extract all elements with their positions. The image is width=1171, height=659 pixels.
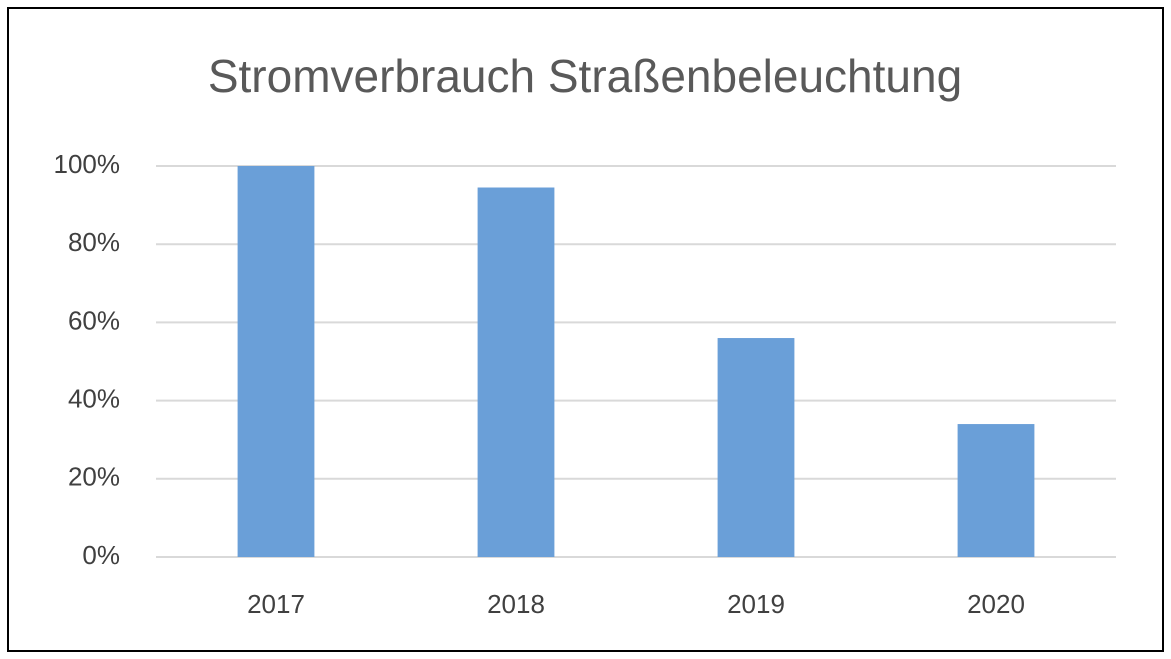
y-tick-label: 20%: [68, 462, 120, 492]
x-tick-label: 2018: [487, 589, 545, 619]
x-tick-label: 2020: [967, 589, 1025, 619]
bar: [237, 166, 315, 557]
y-tick-label: 40%: [68, 383, 120, 413]
bar: [717, 338, 795, 557]
y-tick-label: 0%: [82, 540, 120, 570]
y-tick-label: 60%: [68, 305, 120, 335]
x-tick-label: 2019: [727, 589, 785, 619]
chart-title: Stromverbrauch Straßenbeleuchtung: [208, 50, 962, 102]
bar: [957, 424, 1035, 557]
y-tick-label: 100%: [54, 149, 121, 179]
y-tick-label: 80%: [68, 227, 120, 257]
bar: [477, 187, 555, 557]
x-tick-label: 2017: [247, 589, 305, 619]
